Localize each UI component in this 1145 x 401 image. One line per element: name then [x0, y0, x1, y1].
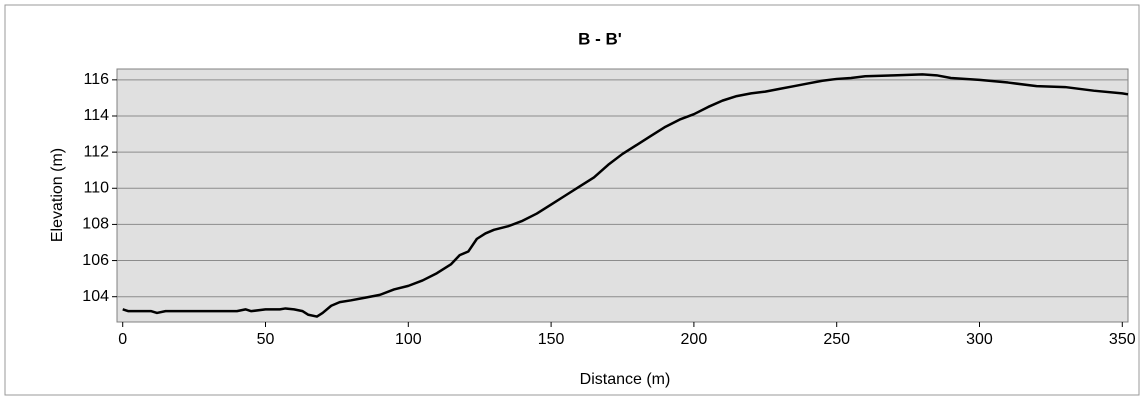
x-axis-label: Distance (m)	[580, 371, 671, 388]
x-tick-label: 50	[257, 331, 275, 348]
x-tick-label: 250	[823, 331, 850, 348]
x-tick-label: 100	[395, 331, 422, 348]
x-tick-label: 150	[538, 331, 565, 348]
y-tick-label: 114	[83, 107, 109, 124]
y-axis-label: Elevation (m)	[49, 148, 66, 242]
plot-area	[116, 68, 1129, 323]
x-tick-label: 300	[966, 331, 993, 348]
x-tick-label: 350	[1109, 331, 1136, 348]
y-tick-label: 110	[83, 179, 109, 196]
profile-line	[122, 73, 1129, 318]
x-tick-label: 200	[681, 331, 708, 348]
x-tick-label: 0	[118, 331, 127, 348]
chart-title: B - B'	[578, 29, 622, 48]
y-tick-label: 112	[83, 143, 109, 160]
y-tick-label: 108	[82, 216, 109, 233]
y-tick-label: 104	[82, 288, 109, 305]
y-tick-label: 116	[83, 71, 109, 88]
y-tick-label: 106	[82, 252, 109, 269]
